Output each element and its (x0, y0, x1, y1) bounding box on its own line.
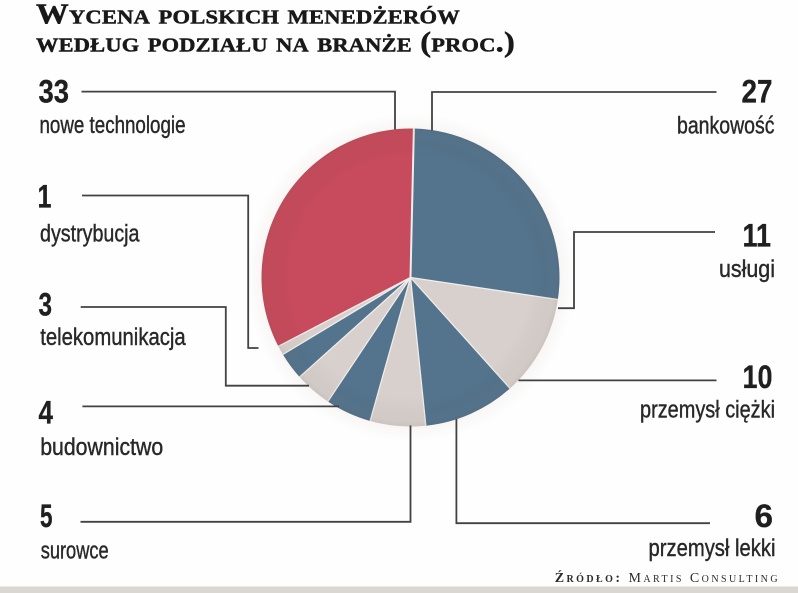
svg-text:Wycena polskich menedżerów: Wycena polskich menedżerów (36, 0, 460, 31)
svg-text:11: 11 (743, 218, 772, 254)
svg-text:10: 10 (743, 359, 773, 395)
svg-text:nowe technologie: nowe technologie (40, 112, 186, 139)
svg-text:3: 3 (39, 287, 53, 323)
svg-text:Źródło: Martis Consulting: Źródło: Martis Consulting (555, 569, 780, 586)
svg-text:budownictwo: budownictwo (40, 434, 163, 461)
svg-text:6: 6 (755, 498, 774, 534)
svg-text:1: 1 (38, 179, 52, 215)
svg-text:bankowość: bankowość (677, 113, 775, 140)
svg-text:według podziału na branże (pro: według podziału na branże (proc.) (36, 27, 515, 59)
svg-text:4: 4 (39, 395, 54, 431)
svg-text:5: 5 (40, 498, 53, 534)
svg-text:usługi: usługi (719, 256, 775, 283)
svg-text:surowce: surowce (41, 537, 109, 564)
svg-text:dystrybucja: dystrybucja (40, 220, 140, 247)
svg-text:telekomunikacja: telekomunikacja (40, 324, 186, 351)
svg-text:27: 27 (742, 74, 773, 110)
svg-text:przemysł ciężki: przemysł ciężki (640, 397, 775, 424)
svg-text:33: 33 (39, 74, 70, 110)
svg-text:przemysł lekki: przemysł lekki (649, 535, 776, 562)
